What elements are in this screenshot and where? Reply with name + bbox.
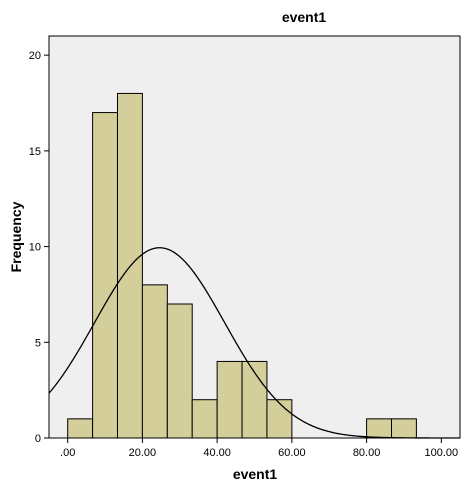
y-axis-ticks: 0 5 10 15 20: [29, 50, 49, 445]
histogram-bar: [241, 360, 268, 439]
bars-group: [67, 92, 417, 439]
histogram-bar: [266, 399, 293, 439]
x-tick-label: .00: [60, 447, 75, 459]
histogram-bar: [92, 112, 118, 439]
histogram-bar: [191, 399, 218, 439]
x-tick-label: 100.00: [424, 447, 458, 459]
y-tick-label: 15: [29, 146, 41, 158]
histogram-bar: [67, 418, 94, 439]
normal-curve: [48, 247, 461, 439]
histogram-bar: [166, 303, 193, 439]
x-tick-label: 40.00: [203, 447, 231, 459]
chart-title: event1: [282, 9, 327, 25]
y-tick-label: 5: [35, 337, 41, 349]
histogram-bar: [366, 418, 393, 439]
y-tick-label: 10: [29, 242, 41, 254]
y-tick-label: 0: [35, 433, 41, 445]
y-tick-label: 20: [29, 50, 41, 62]
x-tick-label: 80.00: [353, 447, 381, 459]
x-tick-label: 60.00: [278, 447, 306, 459]
histogram-bar: [141, 284, 168, 439]
y-axis-label: Frequency: [8, 201, 24, 272]
histogram-bar: [216, 360, 243, 439]
x-tick-label: 20.00: [129, 447, 157, 459]
histogram-bar: [391, 418, 417, 439]
x-axis-ticks: .00 20.00 40.00 60.00 80.00 100.00: [60, 438, 458, 459]
x-axis-label: event1: [233, 466, 278, 482]
